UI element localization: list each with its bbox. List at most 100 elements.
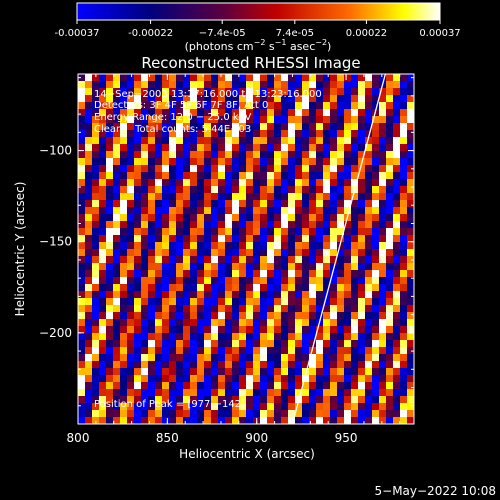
heatmap-cell [120, 382, 127, 389]
heatmap-cell [85, 312, 92, 319]
heatmap-cell [351, 102, 358, 109]
heatmap-cell [148, 396, 155, 403]
heatmap-cell [134, 347, 141, 354]
heatmap-cell [232, 319, 239, 326]
heatmap-cell [337, 319, 344, 326]
heatmap-cell [218, 130, 225, 137]
heatmap-cell [239, 326, 246, 333]
heatmap-cell [127, 242, 134, 249]
heatmap-cell [386, 263, 393, 270]
heatmap-cell [274, 200, 281, 207]
heatmap-cell [302, 109, 309, 116]
heatmap-cell [344, 207, 351, 214]
heatmap-cell [106, 144, 113, 151]
heatmap-cell [295, 305, 302, 312]
heatmap-cell [309, 326, 316, 333]
heatmap-cell [260, 368, 267, 375]
heatmap-cell [141, 277, 148, 284]
heatmap-cell [379, 263, 386, 270]
heatmap-cell [239, 102, 246, 109]
heatmap-cell [106, 277, 113, 284]
heatmap-cell [302, 228, 309, 235]
heatmap-cell [323, 81, 330, 88]
heatmap-cell [162, 410, 169, 417]
heatmap-cell [218, 319, 225, 326]
colorbar: -0.00037 -0.00022 −7.4e-05 7.4e-05 0.00022 0.… [55, 2, 461, 53]
heatmap-cell [316, 186, 323, 193]
heatmap-cell [169, 410, 176, 417]
heatmap-cell [386, 410, 393, 417]
heatmap-cell [134, 270, 141, 277]
heatmap-cell [141, 172, 148, 179]
heatmap-cell [162, 403, 169, 410]
heatmap-cell [197, 298, 204, 305]
heatmap-cell [267, 347, 274, 354]
heatmap-cell [246, 249, 253, 256]
colorbar-tick-label: 0.00037 [419, 28, 460, 39]
heatmap-cell [155, 256, 162, 263]
heatmap-cell [127, 221, 134, 228]
heatmap-cell [288, 263, 295, 270]
heatmap-cell [113, 340, 120, 347]
heatmap-cell [316, 123, 323, 130]
heatmap-cell [281, 228, 288, 235]
heatmap-cell [379, 193, 386, 200]
heatmap-cell [239, 242, 246, 249]
heatmap-cell [288, 158, 295, 165]
heatmap-cell [190, 172, 197, 179]
heatmap-cell [120, 242, 127, 249]
heatmap-cell [246, 347, 253, 354]
heatmap-cell [330, 277, 337, 284]
heatmap-cell [365, 361, 372, 368]
heatmap-cell [246, 368, 253, 375]
heatmap-cell [141, 165, 148, 172]
heatmap-cell [225, 347, 232, 354]
heatmap-cell [183, 137, 190, 144]
heatmap-cell [92, 130, 99, 137]
heatmap-cell [78, 74, 85, 81]
heatmap-cell [106, 151, 113, 158]
heatmap-cell [295, 326, 302, 333]
heatmap-cell [393, 396, 400, 403]
heatmap-cell [386, 249, 393, 256]
heatmap-cell [190, 368, 197, 375]
heatmap-cell [239, 284, 246, 291]
heatmap-cell [239, 221, 246, 228]
heatmap-cell [218, 403, 225, 410]
heatmap-cell [113, 291, 120, 298]
heatmap-cell [274, 312, 281, 319]
heatmap-cell [379, 172, 386, 179]
heatmap-cell [197, 200, 204, 207]
heatmap-cell [288, 340, 295, 347]
heatmap-cell [239, 228, 246, 235]
heatmap-cell [288, 319, 295, 326]
heatmap-cell [267, 200, 274, 207]
heatmap-cell [253, 179, 260, 186]
heatmap-cell [141, 74, 148, 81]
heatmap-cell [372, 193, 379, 200]
heatmap-cell [302, 130, 309, 137]
heatmap-cell [92, 410, 99, 417]
heatmap-cell [92, 221, 99, 228]
heatmap-cell [190, 242, 197, 249]
heatmap-cell [85, 116, 92, 123]
heatmap-cell [211, 207, 218, 214]
heatmap-cell [78, 165, 85, 172]
heatmap-cell [330, 361, 337, 368]
heatmap-cell [218, 207, 225, 214]
heatmap-cell [309, 137, 316, 144]
heatmap-cell [99, 186, 106, 193]
heatmap-cell [155, 319, 162, 326]
heatmap-cell [218, 172, 225, 179]
heatmap-cell [379, 347, 386, 354]
heatmap-cell [400, 389, 407, 396]
heatmap-cell [113, 284, 120, 291]
heatmap-cell [302, 298, 309, 305]
heatmap-cell [162, 116, 169, 123]
heatmap-cell [344, 228, 351, 235]
heatmap-cell [358, 165, 365, 172]
heatmap-cell [232, 221, 239, 228]
heatmap-cell [176, 172, 183, 179]
heatmap-cell [176, 263, 183, 270]
heatmap-cell [344, 284, 351, 291]
